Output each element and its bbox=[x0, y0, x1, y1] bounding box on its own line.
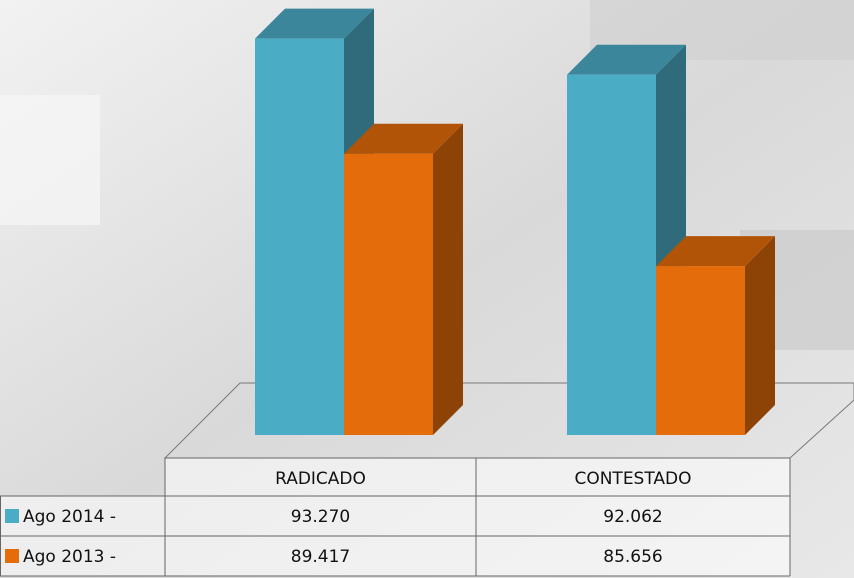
legend-label: Ago 2014 - bbox=[23, 507, 116, 527]
bar-front bbox=[656, 266, 745, 435]
bar-front bbox=[344, 153, 433, 435]
bar-side bbox=[433, 123, 463, 435]
bar-side bbox=[745, 236, 775, 435]
table-value: 85.656 bbox=[603, 547, 662, 567]
bar-front bbox=[567, 74, 656, 436]
bar-front bbox=[255, 38, 344, 435]
bar-top bbox=[567, 44, 686, 75]
legend-swatch bbox=[5, 549, 19, 563]
table-value: 93.270 bbox=[291, 507, 350, 527]
table-value: 92.062 bbox=[603, 507, 662, 527]
bar-top bbox=[656, 236, 775, 267]
legend-label: Ago 2013 - bbox=[23, 547, 116, 567]
table-value: 89.417 bbox=[291, 547, 350, 567]
column-header: CONTESTADO bbox=[574, 469, 691, 489]
bg-panel bbox=[0, 95, 100, 225]
bar-top bbox=[344, 123, 463, 154]
bar bbox=[344, 123, 463, 435]
bar-top bbox=[255, 8, 374, 39]
column-header: RADICADO bbox=[275, 469, 366, 489]
bar bbox=[656, 236, 775, 435]
legend-swatch bbox=[5, 509, 19, 523]
bar bbox=[567, 44, 686, 436]
table-bg bbox=[165, 458, 790, 576]
